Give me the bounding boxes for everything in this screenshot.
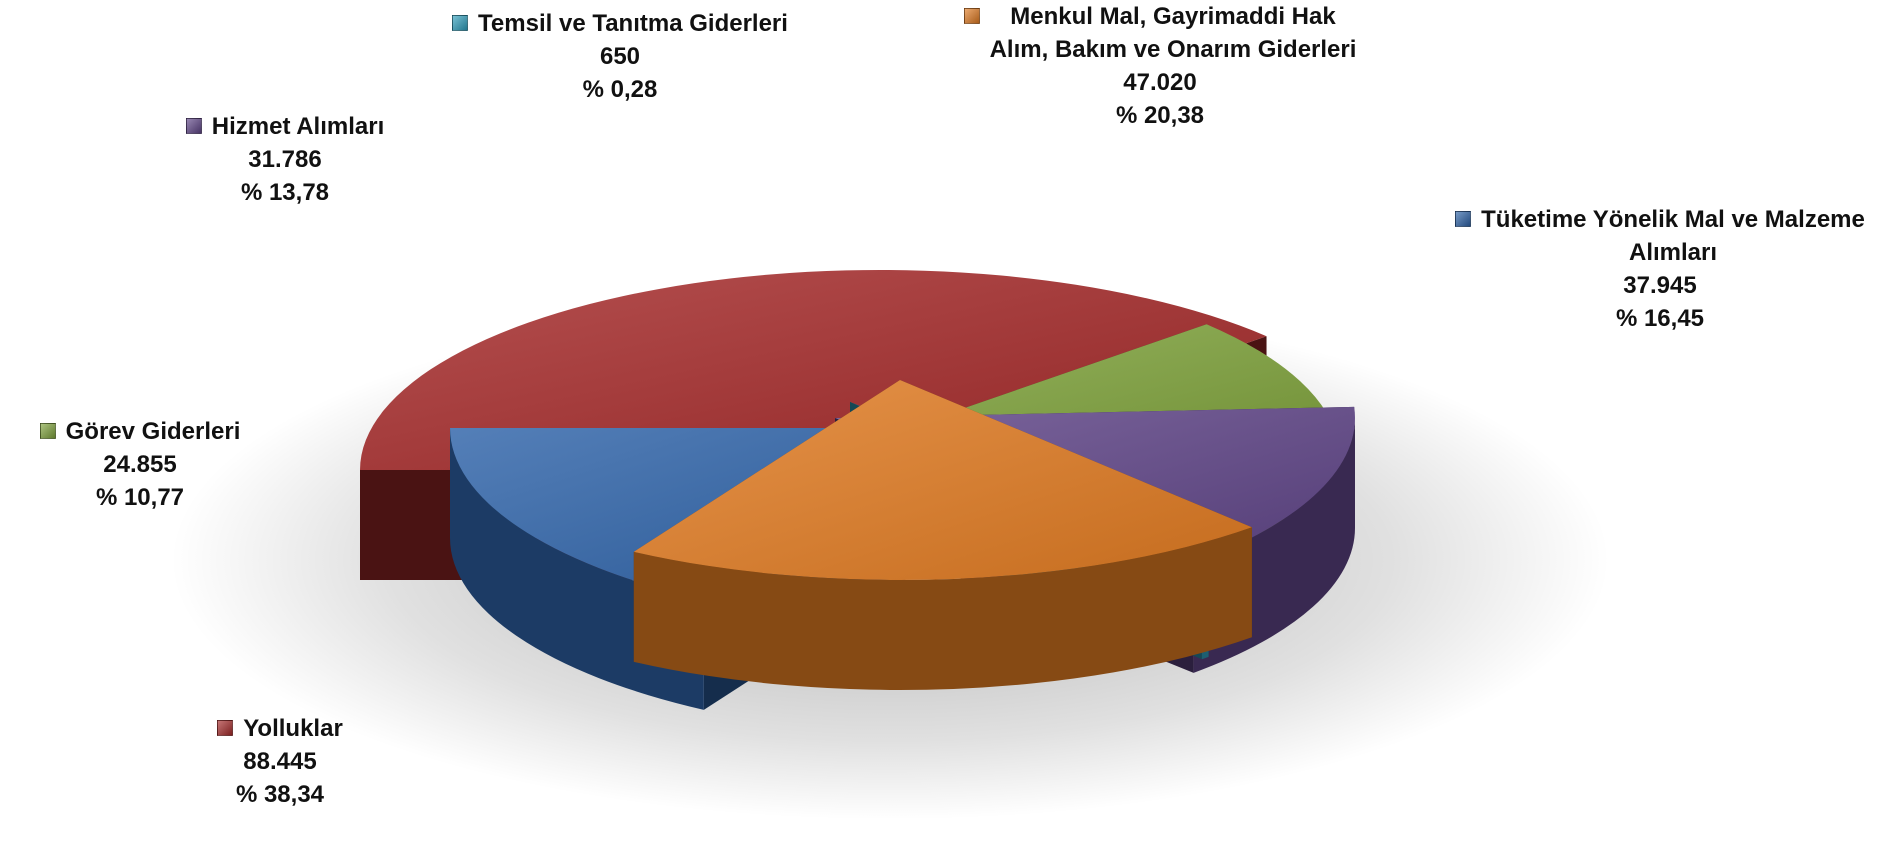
slice-name-line: Temsil ve Tanıtma Giderleri	[478, 10, 788, 37]
slice-label: Tüketime Yönelik Mal ve Malzeme Alımları 3…	[1440, 203, 1880, 335]
slice-percent: % 38,34	[235, 781, 325, 808]
slice-name-line: Görev Giderleri	[65, 418, 241, 445]
slice-name: Temsil ve Tanıtma Giderleri	[478, 7, 788, 40]
slice-value: 37.945	[1623, 272, 1697, 299]
slice-name: Hizmet Alımları	[212, 110, 385, 143]
slice-label: Yolluklar 88.445 % 38,34	[150, 712, 410, 811]
slice-value: 24.855	[103, 451, 177, 478]
slice-label: Temsil ve Tanıtma Giderleri 650 % 0,28	[425, 7, 815, 106]
legend-swatch	[217, 720, 234, 736]
slice-name-line: Menkul Mal, Gayrimaddi Hak	[1010, 3, 1336, 30]
slice-label: Görev Giderleri 24.855 % 10,77	[5, 415, 275, 514]
slice-label: Hizmet Alımları 31.786 % 13,78	[150, 110, 420, 209]
slice-value: 88.445	[243, 748, 317, 775]
slice-name: Yolluklar	[243, 712, 343, 745]
slice-percent: % 13,78	[240, 179, 330, 206]
slice-value: 47.020	[1123, 69, 1197, 96]
legend-swatch	[1455, 211, 1472, 227]
slice-name: Görev Giderleri	[66, 415, 241, 448]
slice-value: 650	[599, 43, 641, 70]
slice-percent: % 0,28	[582, 76, 658, 103]
slice-top-face	[633, 380, 1252, 580]
pie-slice	[633, 380, 1252, 690]
legend-swatch	[963, 8, 980, 24]
slice-percent: % 10,77	[95, 484, 185, 511]
legend-swatch	[39, 423, 56, 439]
slice-name-line: Hizmet Alımları	[211, 113, 385, 140]
slice-name: Menkul Mal, Gayrimaddi Hak Alım, Bakım ve…	[990, 0, 1357, 66]
slice-top-face	[360, 270, 1267, 470]
legend-swatch	[452, 15, 469, 31]
slice-label: Menkul Mal, Gayrimaddi Hak Alım, Bakım ve…	[930, 0, 1390, 132]
slice-name: Tüketime Yönelik Mal ve Malzeme Alımları	[1481, 203, 1865, 269]
legend-swatch	[185, 118, 202, 134]
slice-name-line: Alım, Bakım ve Onarım Giderleri	[989, 36, 1357, 63]
slice-name-line: Tüketime Yönelik Mal ve Malzeme	[1481, 206, 1865, 233]
slice-percent: % 20,38	[1115, 102, 1205, 129]
slice-outer-wall	[633, 527, 1252, 690]
slice-name-line: Yolluklar	[243, 715, 343, 742]
slice-value: 31.786	[248, 146, 322, 173]
slice-percent: % 16,45	[1615, 305, 1705, 332]
slice-name-line: Alımları	[1628, 239, 1718, 266]
